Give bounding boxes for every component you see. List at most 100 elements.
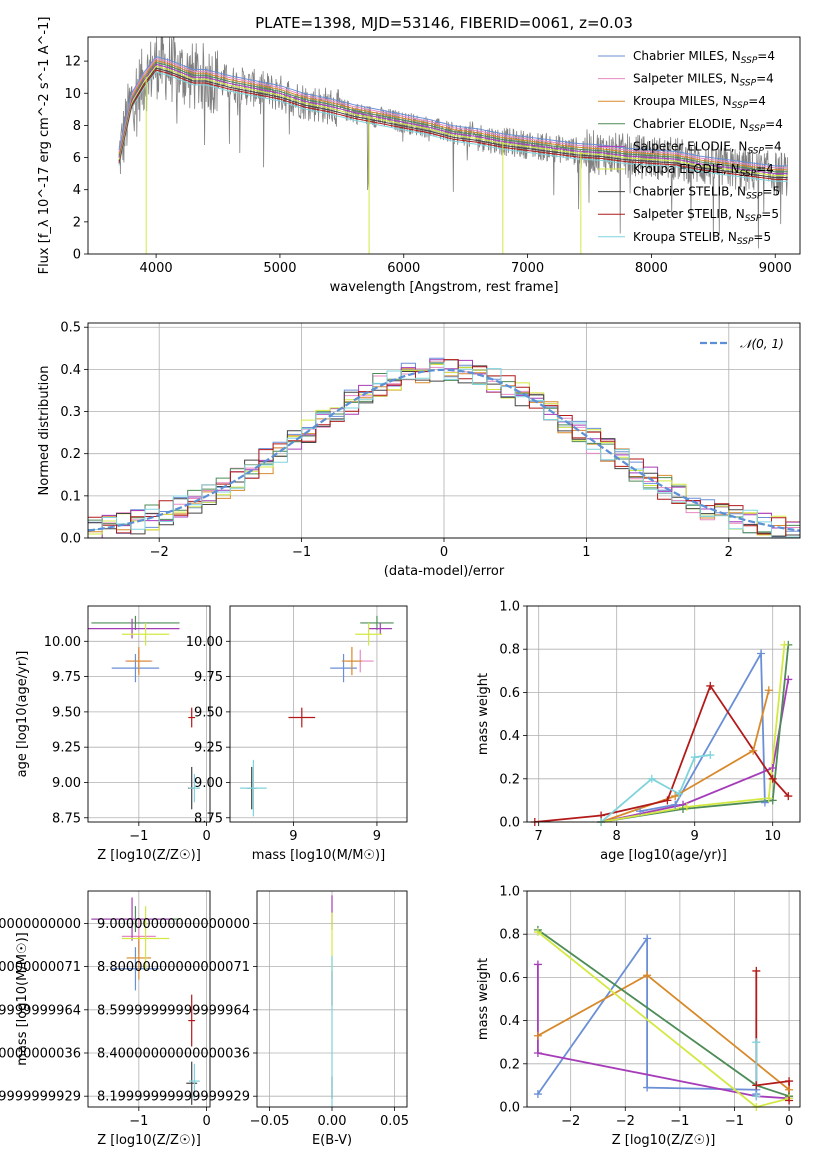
y-axis-label: age [log10(age/yr)] (15, 651, 30, 778)
y-tick-label: 9.00 (52, 776, 81, 791)
y-tick-label: 0.8 (499, 928, 520, 943)
plot-area (88, 357, 800, 538)
axes-frame (526, 890, 801, 1108)
x-axis-label: E(B-V) (312, 1133, 352, 1148)
weight-marker (706, 751, 715, 760)
x-tick-label: 0 (202, 829, 210, 844)
x-tick-label: −1 (129, 829, 148, 844)
axes-frame (87, 322, 801, 539)
y-tick-label: 0.4 (499, 729, 520, 744)
weight-marker (785, 1077, 794, 1086)
x-axis-label: Z [log10(Z/Z☉)] (97, 1133, 201, 1148)
y-tick-label: 9.75 (52, 670, 81, 685)
legend-label: Salpeter ELODIE, NSSP=4 (633, 139, 782, 156)
y-tick-label: 0.2 (499, 772, 520, 787)
x-tick-label: 9000 (759, 261, 792, 276)
weight-line (755, 970, 790, 1101)
y-tick-label: 8.19999999999999929 (0, 1090, 81, 1105)
x-tick-label: −2 (616, 1114, 635, 1129)
y-axis-label: mass weight (476, 958, 491, 1040)
model-spectrum-line (118, 61, 788, 173)
y-tick-label: 0.0 (499, 816, 520, 831)
y-axis-label: Normed distribution (37, 366, 52, 496)
y-tick-label: 0.5 (60, 321, 81, 336)
weight-marker (768, 764, 777, 772)
y-axis-label: Flux [f_λ 10^-17 erg cm^-2 s^-1 A^-1] (37, 17, 52, 275)
y-tick-label: 10.00 (44, 635, 81, 650)
y-tick-label: 8.80000000000000071 (97, 960, 250, 975)
x-tick-label: 8000 (635, 261, 668, 276)
weight-marker (675, 789, 684, 798)
weight-marker (768, 774, 777, 783)
y-tick-label: 1.0 (499, 885, 520, 900)
axes-frame (87, 605, 211, 823)
legend-label: Chabrier STELIB, NSSP=5 (633, 185, 780, 202)
x-tick-label: 0 (440, 545, 448, 560)
weight-marker (752, 1038, 761, 1047)
weight-marker (533, 928, 542, 937)
y-tick-label: 0.4 (60, 363, 81, 378)
weight-marker (785, 1096, 794, 1105)
x-axis-label: age [log10(age/yr)] (600, 848, 727, 863)
y-tick-label: 9.00000000000000000 (97, 917, 250, 932)
weight-line (639, 650, 766, 813)
x-tick-label: −1 (292, 545, 311, 560)
weight-line (537, 964, 790, 1100)
x-tick-label: 0 (785, 1114, 793, 1129)
weight-marker (764, 794, 773, 803)
model-spectrum-line (118, 69, 788, 180)
x-tick-label: −2 (561, 1114, 580, 1129)
panel-8: −2 −2 −1 −1 0 0.0 0.2 0.4 0.6 0.8 1.0 Z [log10(Z/Z☉… (476, 885, 801, 1148)
x-axis-label: wavelength [Angstrom, rest frame] (330, 280, 559, 295)
model-spectrum-line (118, 71, 788, 182)
plot-area (534, 644, 790, 822)
plot-area (537, 929, 790, 1107)
weight-line (600, 644, 786, 822)
panel-6: −1 0 8.19999999999999929 8.4000000000000003… (0, 890, 211, 1148)
x-axis-label: Z [log10(Z/Z☉)] (612, 1133, 716, 1148)
y-tick-label: 0.6 (499, 686, 520, 701)
x-tick-label: −1 (129, 1114, 148, 1129)
y-tick-label: 8.40000000000000036 (0, 1047, 81, 1062)
x-tick-label: 9 (691, 829, 699, 844)
weight-marker (533, 1090, 542, 1099)
y-tick-label: 9.50 (194, 705, 223, 720)
weight-marker (757, 649, 765, 658)
x-axis-label: Z [log10(Z/Z☉)] (97, 848, 201, 863)
weight-marker (643, 971, 652, 980)
y-tick-label: 0.2 (60, 447, 81, 462)
legend-label: 𝒩(0, 1) (740, 337, 784, 351)
panel-5: 7 8 9 10 0.0 0.2 0.4 0.6 0.8 1.0 age [log10(age/yr… (476, 600, 801, 863)
weight-line (537, 931, 790, 1107)
weight-marker (780, 640, 789, 649)
y-tick-label: 10 (64, 87, 81, 102)
y-tick-label: 9.00 (194, 776, 223, 791)
panel-3: −1 0 8.75 9.00 9.25 9.50 9.75 10.00 Z [log10(Z/Z… (15, 605, 211, 863)
x-tick-label: −0.05 (250, 1114, 290, 1129)
panel-4: 9 9 8.75 9.00 9.25 9.50 9.75 10.00 mass [log10(M… (186, 605, 408, 863)
weight-marker (760, 798, 769, 807)
x-tick-label: 9 (289, 829, 297, 844)
axes-frame (229, 605, 408, 823)
y-tick-label: 0.4 (499, 1014, 520, 1029)
y-axis-label: mass [log10(M/M☉)] (15, 932, 30, 1065)
legend-label: Salpeter MILES, NSSP=4 (633, 72, 774, 89)
weight-marker (533, 960, 542, 969)
y-tick-label: 1.0 (499, 600, 520, 615)
x-tick-label: −1 (670, 1114, 689, 1129)
legend: 𝒩(0, 1) (700, 337, 784, 351)
y-axis-label: mass weight (476, 673, 491, 755)
x-axis-label: (data-model)/error (384, 564, 505, 579)
axes-frame (87, 890, 211, 1108)
weight-marker (682, 802, 691, 811)
weight-marker (749, 746, 758, 755)
x-tick-label: 7000 (511, 261, 544, 276)
panel-1: 4000 5000 6000 7000 8000 9000 0 2 4 6 8 10 12 wavelen… (37, 17, 801, 295)
weight-line (534, 683, 789, 822)
y-tick-label: 6 (73, 151, 81, 166)
y-tick-label: 9.50 (52, 705, 81, 720)
legend-label: Kroupa MILES, NSSP=4 (633, 94, 766, 111)
model-spectrum-line (118, 63, 788, 175)
x-axis-label: mass [log10(M/M☉)] (252, 848, 385, 863)
